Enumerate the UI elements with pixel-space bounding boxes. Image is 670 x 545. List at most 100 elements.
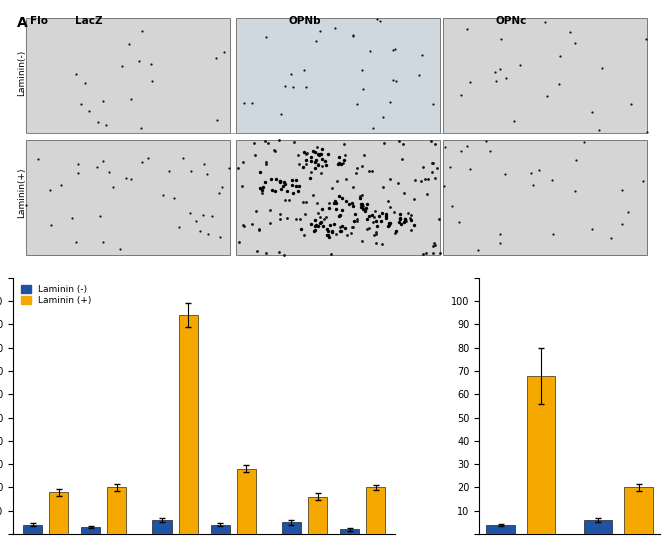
Point <box>291 215 302 223</box>
Point <box>283 196 294 204</box>
Point <box>330 197 340 205</box>
Point <box>194 226 205 235</box>
Point <box>408 195 419 203</box>
Point <box>547 229 558 238</box>
Point <box>385 98 395 106</box>
Point <box>420 174 431 183</box>
Point <box>358 204 369 213</box>
Point <box>547 175 557 184</box>
Point <box>395 209 405 218</box>
Point <box>456 90 466 99</box>
FancyBboxPatch shape <box>237 140 440 255</box>
Point <box>357 161 368 170</box>
Point <box>317 204 328 213</box>
Text: OPNb: OPNb <box>288 16 321 26</box>
Point <box>369 212 379 221</box>
Point <box>396 155 407 163</box>
Point <box>388 46 399 54</box>
Point <box>293 150 304 159</box>
Point <box>210 53 221 62</box>
Point <box>317 161 328 170</box>
Point <box>280 195 291 204</box>
Point <box>136 124 147 132</box>
Point <box>393 136 404 145</box>
Point <box>357 200 368 209</box>
Point <box>134 57 145 66</box>
Point <box>348 31 358 39</box>
Point <box>308 191 318 199</box>
Point <box>320 157 330 166</box>
Point <box>526 168 537 177</box>
Point <box>121 174 131 183</box>
Point <box>261 33 271 41</box>
Point <box>390 229 401 238</box>
Point <box>384 218 395 227</box>
Text: Laminin(-): Laminin(-) <box>17 50 25 96</box>
Point <box>259 136 270 145</box>
Point <box>490 77 501 86</box>
Point <box>326 250 336 258</box>
Point <box>315 219 326 228</box>
Point <box>308 147 318 155</box>
Point <box>279 82 290 90</box>
Point <box>375 16 385 25</box>
Point <box>277 181 288 190</box>
Point <box>310 216 320 225</box>
Point <box>427 158 438 167</box>
Point <box>237 181 248 190</box>
Point <box>279 180 290 189</box>
Point <box>70 238 81 246</box>
Point <box>169 193 180 202</box>
Point <box>626 99 636 108</box>
Point <box>500 74 511 82</box>
Point <box>237 220 248 229</box>
Point <box>276 185 287 193</box>
Point <box>330 205 341 214</box>
Point <box>509 117 519 125</box>
Point <box>348 217 359 226</box>
Point <box>594 126 604 135</box>
Point <box>202 230 213 239</box>
Point <box>321 230 332 239</box>
Point <box>415 177 426 185</box>
Point <box>301 149 312 158</box>
Point <box>429 173 440 182</box>
Point <box>542 92 553 101</box>
Point <box>344 199 354 208</box>
Point <box>100 120 111 129</box>
Point <box>480 137 491 146</box>
Point <box>178 153 189 162</box>
Point <box>371 238 381 247</box>
Bar <box>107 487 127 534</box>
Point <box>384 174 395 183</box>
Point <box>114 245 125 253</box>
Point <box>223 164 234 173</box>
Point <box>494 229 505 238</box>
Point <box>395 215 405 224</box>
Point <box>400 217 411 226</box>
Point <box>318 215 329 224</box>
Point <box>405 210 416 219</box>
Point <box>79 78 90 87</box>
Point <box>434 249 445 257</box>
Point <box>255 183 265 192</box>
Point <box>320 213 331 222</box>
Point <box>301 160 312 169</box>
Point <box>362 225 373 233</box>
Point <box>587 108 598 117</box>
Point <box>137 26 147 35</box>
Point <box>287 180 297 189</box>
Point <box>274 247 285 256</box>
Point <box>306 220 316 228</box>
Point <box>399 188 409 197</box>
Text: A: A <box>17 16 27 29</box>
Point <box>336 206 347 215</box>
Bar <box>340 529 359 534</box>
Point <box>322 227 333 235</box>
Point <box>84 106 94 115</box>
Bar <box>308 497 327 534</box>
Point <box>367 217 378 226</box>
Point <box>371 227 382 236</box>
Point <box>315 150 326 159</box>
Point <box>399 214 410 223</box>
